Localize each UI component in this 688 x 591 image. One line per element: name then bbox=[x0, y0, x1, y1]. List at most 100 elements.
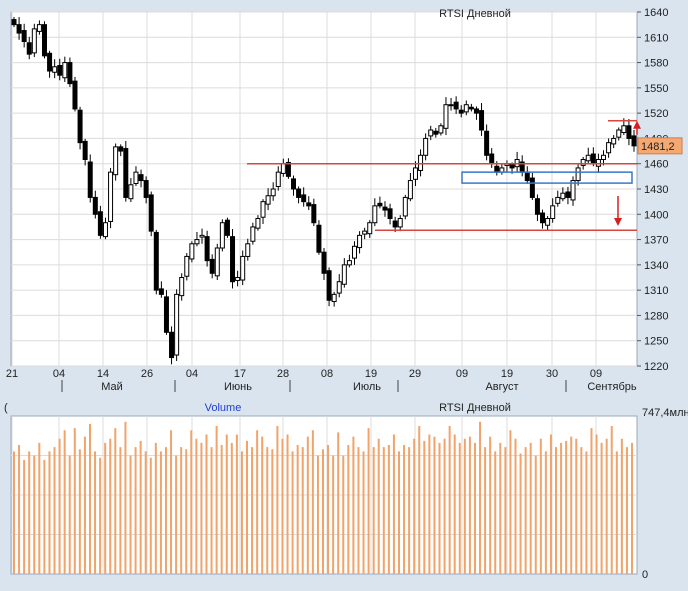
candle-body bbox=[118, 146, 124, 152]
candle-body bbox=[143, 180, 149, 198]
candle-body bbox=[108, 171, 114, 222]
candle-body bbox=[601, 154, 607, 161]
candle-body bbox=[453, 101, 459, 110]
x-day-label: 30 bbox=[546, 368, 558, 380]
candle bbox=[306, 196, 312, 211]
candle bbox=[611, 135, 617, 149]
candle bbox=[575, 164, 581, 186]
x-day-label: 26 bbox=[141, 368, 153, 380]
candle bbox=[458, 105, 464, 118]
y-tick-label: 1220 bbox=[644, 361, 668, 373]
x-axis: 21 04 14 26 04 17 28 08 19 29 09 19 30 09 Май Июнь Июль А… bbox=[6, 368, 637, 393]
x-day-label: 14 bbox=[97, 368, 109, 380]
candle bbox=[285, 158, 291, 179]
candle-body bbox=[219, 222, 225, 249]
candle bbox=[148, 191, 154, 237]
x-day-label: 17 bbox=[234, 368, 246, 380]
candle bbox=[397, 215, 403, 232]
candle bbox=[407, 172, 413, 202]
candle bbox=[626, 119, 632, 146]
candle bbox=[179, 273, 185, 301]
candle-body bbox=[326, 270, 332, 301]
candle-body bbox=[21, 30, 27, 42]
x-day-label: 19 bbox=[501, 368, 513, 380]
candle bbox=[57, 58, 63, 81]
price-chart: 1220125012801310134013701400143014601490… bbox=[6, 7, 683, 393]
candle bbox=[311, 198, 317, 227]
candle bbox=[468, 103, 474, 112]
candle bbox=[67, 57, 73, 88]
candle bbox=[540, 209, 546, 229]
candle-body bbox=[77, 109, 83, 144]
candle bbox=[382, 201, 388, 217]
candle-body bbox=[392, 220, 398, 228]
candle bbox=[118, 144, 124, 157]
candle bbox=[113, 143, 119, 181]
candle bbox=[585, 147, 591, 165]
candle-body bbox=[280, 163, 286, 174]
candle-body bbox=[616, 129, 622, 138]
candle bbox=[423, 133, 429, 161]
candle bbox=[362, 227, 368, 240]
candle-body bbox=[382, 206, 388, 211]
y-tick-label: 1640 bbox=[644, 7, 668, 19]
last-price-tag-box bbox=[637, 137, 683, 155]
candle bbox=[21, 23, 27, 48]
candle-body bbox=[11, 19, 17, 26]
candle-body bbox=[387, 208, 393, 220]
candle bbox=[357, 231, 363, 254]
candle bbox=[484, 124, 490, 161]
candle bbox=[189, 241, 195, 263]
candle bbox=[402, 194, 408, 220]
candle-body bbox=[275, 171, 281, 187]
candle bbox=[72, 76, 78, 112]
down-arrow-icon bbox=[614, 218, 622, 226]
candle-body bbox=[540, 212, 546, 224]
candle-body bbox=[158, 288, 164, 295]
candle-body bbox=[224, 219, 230, 236]
candle bbox=[326, 267, 332, 307]
candle bbox=[240, 250, 246, 286]
candle bbox=[16, 17, 22, 40]
candle bbox=[479, 103, 485, 136]
candle bbox=[47, 50, 53, 78]
candle-body bbox=[590, 153, 596, 165]
candle-body bbox=[265, 195, 271, 205]
candle bbox=[570, 176, 576, 206]
candle-body bbox=[128, 184, 134, 200]
y-tick-label: 1430 bbox=[644, 184, 668, 196]
candle bbox=[82, 138, 88, 166]
candle-body bbox=[433, 130, 439, 135]
candle bbox=[92, 190, 98, 219]
candle bbox=[555, 190, 561, 207]
candle bbox=[316, 220, 322, 255]
candle-body bbox=[260, 201, 266, 218]
volume-chart-title: RTSI Дневной bbox=[439, 402, 511, 414]
candle-body bbox=[570, 180, 576, 201]
candle-body bbox=[133, 171, 139, 185]
last-price-tag: 1481,2 bbox=[637, 137, 683, 155]
candle-body bbox=[102, 222, 108, 238]
consolidation-box bbox=[461, 171, 633, 184]
candles bbox=[11, 17, 637, 365]
volume-max-label: 747,4млн bbox=[642, 407, 688, 419]
candle bbox=[291, 175, 297, 196]
candle bbox=[230, 229, 236, 289]
candle-body bbox=[529, 177, 535, 198]
candle bbox=[62, 56, 68, 82]
candle bbox=[102, 217, 108, 240]
candle-body bbox=[631, 135, 637, 147]
candle-body bbox=[87, 161, 93, 198]
x-day-label: 19 bbox=[365, 368, 377, 380]
candle bbox=[36, 20, 42, 35]
candle bbox=[387, 203, 393, 225]
candle bbox=[321, 248, 327, 281]
volume-left-marker: ( bbox=[4, 402, 8, 414]
candle-body bbox=[148, 194, 154, 232]
candle bbox=[438, 123, 444, 136]
candle-body bbox=[585, 154, 591, 162]
candle-body bbox=[321, 251, 327, 274]
candle-body bbox=[402, 196, 408, 217]
candle-body bbox=[362, 230, 368, 235]
y-tick-label: 1460 bbox=[644, 159, 668, 171]
